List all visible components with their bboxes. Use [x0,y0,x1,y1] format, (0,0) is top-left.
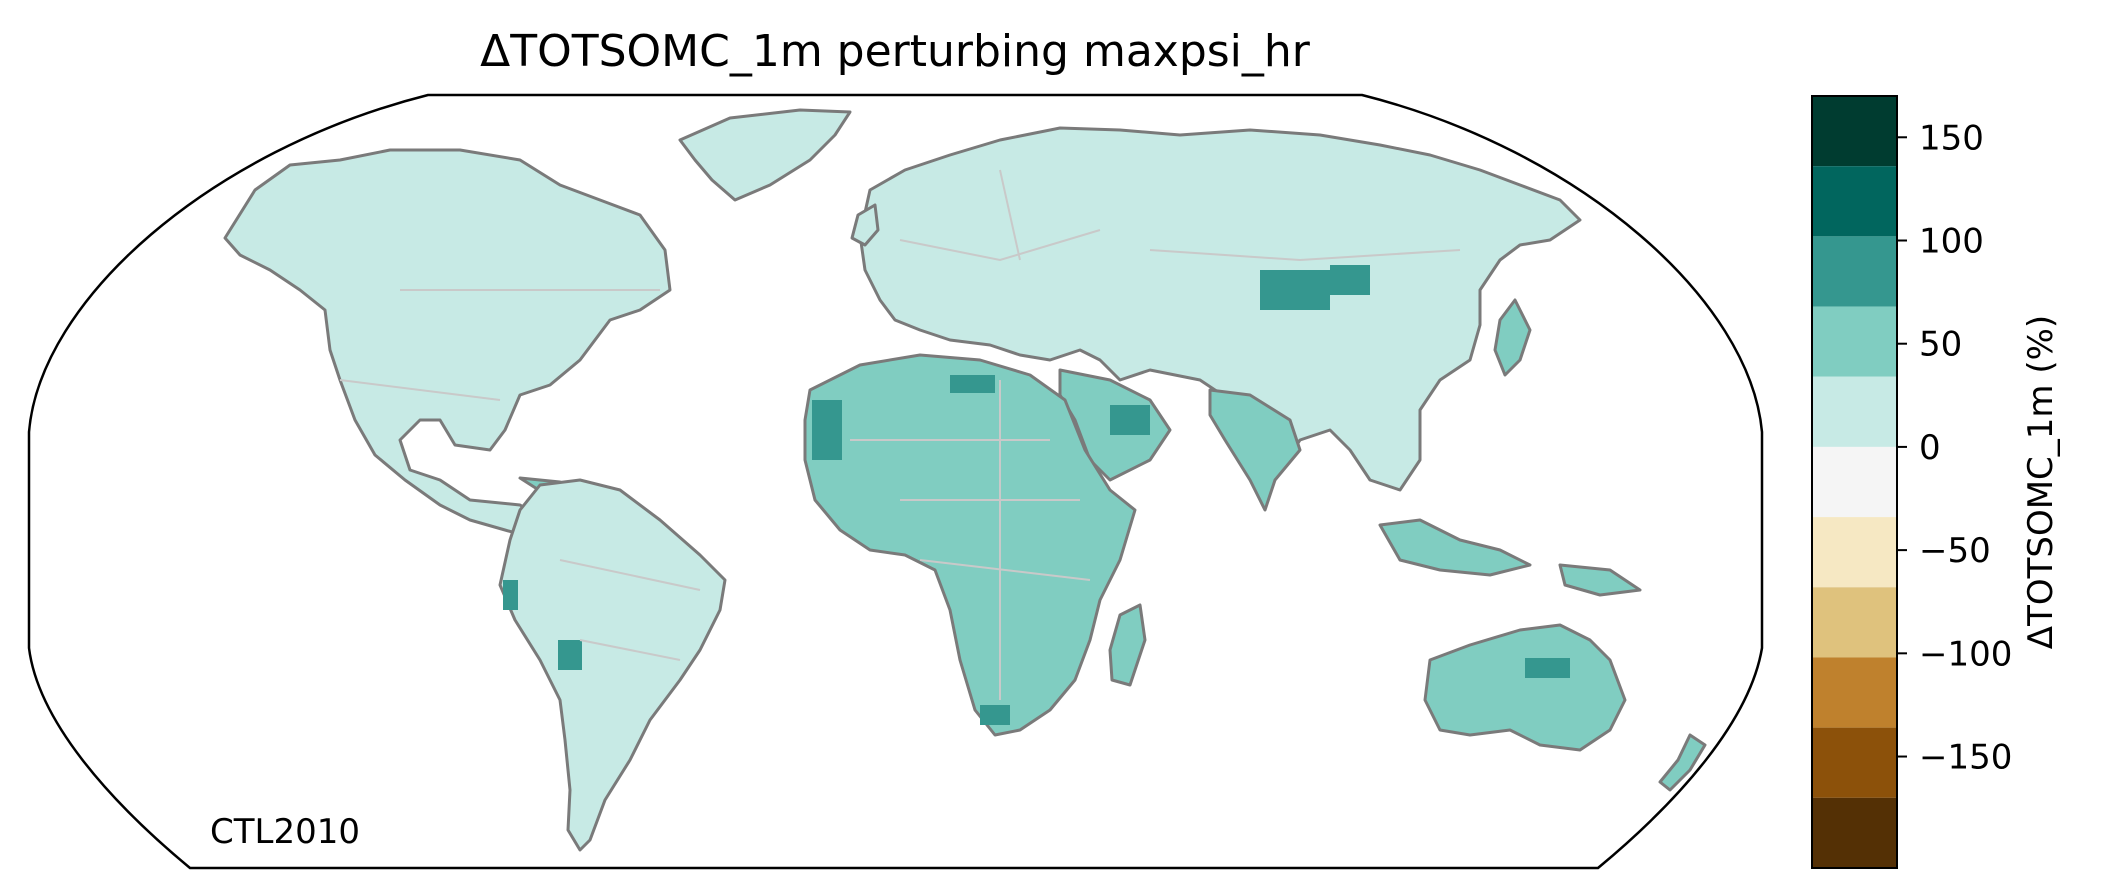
colorbar-frame [1811,95,1898,869]
colorbar-tick-label-1: 100 [1919,221,1984,261]
scenario-label: CTL2010 [210,812,360,852]
colorbar-bin-0 [1812,96,1897,167]
colorbar-bin-6 [1812,517,1897,588]
high-value-patches [503,265,1570,725]
patch-arabia [1110,405,1150,435]
colorbar-label: ΔTOTSOMC_1m (%) [2021,315,2061,649]
land-layer [223,108,1707,852]
africa [803,353,1137,737]
colorbar-bin-10 [1812,797,1897,868]
colorbar-tick-label-0: 150 [1919,118,1984,158]
map-panel: CTL2010 [27,93,1764,870]
colorbar-tick-label-3: 0 [1919,428,1941,468]
patch-egypt [950,375,995,393]
border-lines [339,169,1461,700]
patch-australia [1525,658,1570,678]
colorbar-bin-9 [1812,727,1897,798]
south-america [498,478,727,852]
new-zealand [1658,733,1707,792]
patch-south-africa [980,705,1010,725]
new-guinea [1558,563,1642,597]
colorbar-tick-label-4: −50 [1919,531,1991,571]
colorbar-bin-7 [1812,587,1897,658]
patch-west-sahara [812,400,842,460]
greenland [678,108,852,202]
colorbar-bin-5 [1812,446,1897,518]
patch-patagonia [558,640,582,670]
patch-atacama [503,580,518,610]
patch-mongolia [1330,265,1370,295]
colorbar-bin-3 [1812,306,1897,377]
north-america [223,148,672,542]
colorbar-bin-2 [1812,236,1897,307]
europe-asia [858,126,1582,492]
patch-central-asia [1260,270,1330,310]
japan [1493,298,1532,377]
colorbar-bin-8 [1812,657,1897,728]
colorbar-bin-1 [1812,166,1897,237]
indonesia [1378,518,1532,577]
country-borders [339,169,1461,700]
colorbar-tick-label-6: −150 [1919,738,2012,778]
india [1208,388,1302,512]
uk [850,203,880,247]
australia [1423,623,1627,752]
map-title: ΔTOTSOMC_1m perturbing maxpsi_hr [480,26,1311,77]
colorbar-bin-4 [1812,376,1897,447]
colorbar-tick-label-2: 50 [1919,325,1962,365]
colorbar: 150 100 50 0 −50 −100 −150 [1811,95,2012,869]
madagascar [1108,603,1147,687]
colorbar-tick-label-5: −100 [1919,634,2012,674]
